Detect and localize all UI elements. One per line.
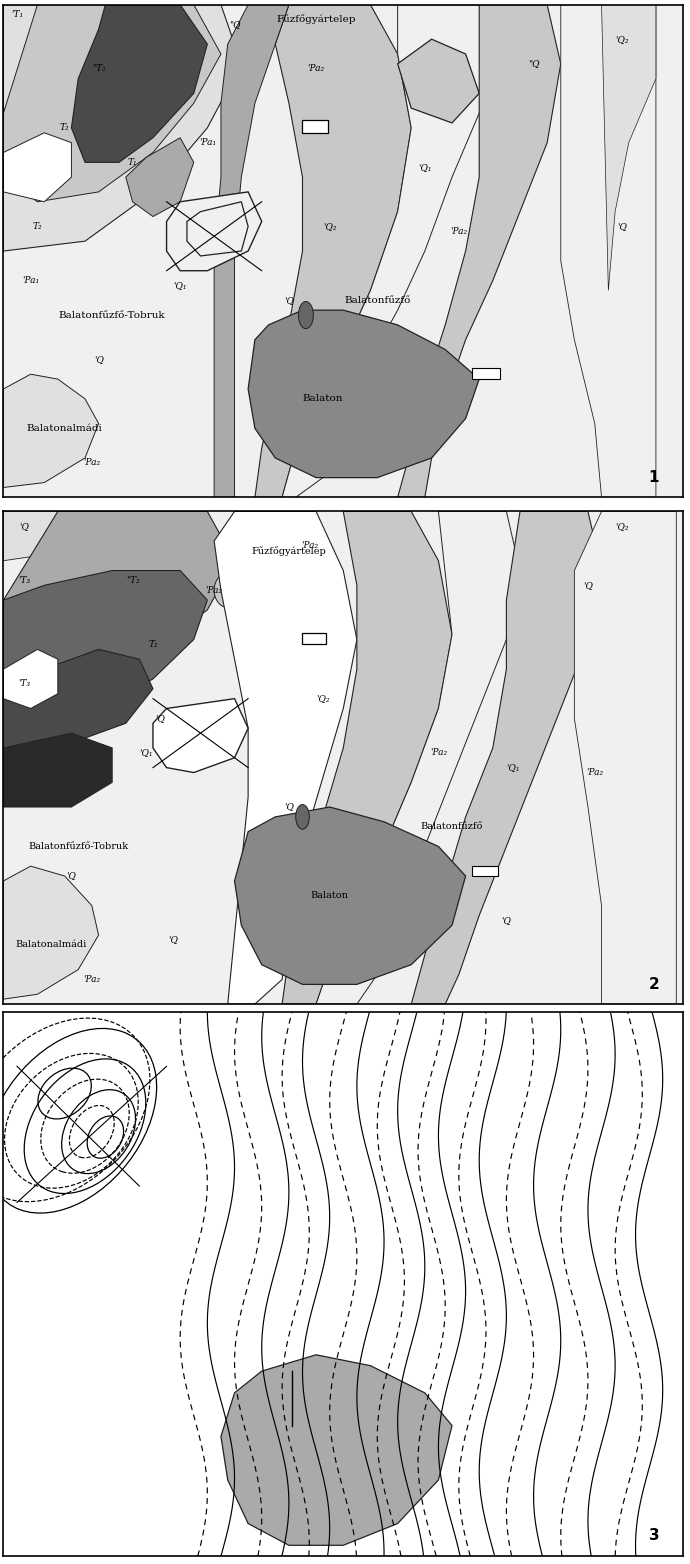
Text: 'Q₁: 'Q₁ [506,763,520,773]
Text: 'Q: 'Q [155,713,165,723]
Text: "Q: "Q [528,59,540,69]
Polygon shape [3,511,235,694]
Bar [302,632,326,644]
Text: 'Pa₁: 'Pa₁ [22,277,39,285]
Polygon shape [3,649,58,708]
Text: 'Pa₂: 'Pa₂ [301,541,318,551]
Text: Balatonalmádi: Balatonalmádi [27,424,103,433]
Text: Balatonfűzfő-Tobruk: Balatonfűzfő-Tobruk [28,841,128,851]
Bar [302,120,328,133]
Text: 'T₃: 'T₃ [18,576,30,585]
Text: T₁: T₁ [128,158,137,167]
Text: Balatonalmádi: Balatonalmádi [15,940,87,949]
Text: 'Pa₂: 'Pa₂ [451,227,467,236]
Text: 'Q: 'Q [66,871,77,881]
Polygon shape [3,649,153,748]
Text: 'Q: 'Q [168,935,178,945]
Text: 1: 1 [649,471,660,485]
Polygon shape [3,5,241,250]
Text: Balatonfűzfő-Tobruk: Balatonfűzfő-Tobruk [59,311,166,319]
Text: 'Q₂: 'Q₂ [615,522,629,530]
Text: 2: 2 [649,978,660,992]
Text: 'Q₁: 'Q₁ [173,282,187,289]
Polygon shape [3,374,99,488]
Text: "T₂: "T₂ [92,64,106,74]
Text: 'Pa₁: 'Pa₁ [199,138,216,147]
Text: 'Q: 'Q [94,355,104,364]
Text: 'Pa₂: 'Pa₂ [586,768,603,777]
Polygon shape [153,699,248,773]
Text: 'Q: 'Q [583,580,593,590]
Text: 'Pa₂: 'Pa₂ [83,458,100,468]
Polygon shape [282,511,452,1004]
Text: 'Q₂: 'Q₂ [316,694,330,704]
Text: Fűzfőgyártelep: Fűzfőgyártelep [276,14,356,25]
Polygon shape [316,511,520,1004]
Polygon shape [3,133,72,202]
Text: 'Q: 'Q [502,917,511,924]
Polygon shape [235,807,466,984]
Polygon shape [3,511,72,560]
Text: 3: 3 [649,1528,660,1542]
Polygon shape [187,202,248,256]
Polygon shape [411,511,602,1004]
Polygon shape [574,511,676,1004]
Polygon shape [397,39,479,124]
Polygon shape [221,1354,452,1545]
Text: 'Q: 'Q [617,222,627,231]
Text: T₂: T₂ [148,640,158,649]
Ellipse shape [214,572,242,607]
Text: 'Q₁: 'Q₁ [418,163,431,172]
Text: T₂: T₂ [32,222,42,231]
Polygon shape [166,192,262,271]
Text: 'Q: 'Q [284,802,294,812]
Text: "T₂: "T₂ [126,576,139,585]
Text: 'Pa₂: 'Pa₂ [206,586,223,594]
Text: 'Pa₂: 'Pa₂ [430,748,447,757]
Text: 'T₁: 'T₁ [11,9,23,19]
Polygon shape [255,5,411,497]
Text: Balaton: Balaton [310,891,348,901]
Text: 'Q₂: 'Q₂ [323,222,337,231]
Ellipse shape [296,804,309,829]
Text: Balatonfűzfő: Balatonfűzfő [344,296,411,305]
Polygon shape [126,138,194,216]
Text: Fűzfőgyártelep: Fűzfőgyártelep [252,546,326,555]
Polygon shape [3,571,207,718]
Polygon shape [214,5,289,497]
Text: 'Pa₂: 'Pa₂ [308,64,325,74]
Text: T₂: T₂ [60,124,70,133]
Text: 'T₃: 'T₃ [18,679,30,688]
Text: 'Q₁: 'Q₁ [139,748,153,757]
Text: 'Q₂: 'Q₂ [615,34,629,44]
FancyBboxPatch shape [473,368,500,378]
Polygon shape [72,5,207,163]
Text: "Q: "Q [229,20,240,28]
Polygon shape [397,5,561,497]
Text: Balaton: Balaton [303,394,343,404]
Polygon shape [3,734,112,807]
Polygon shape [248,310,479,477]
Polygon shape [561,5,656,497]
Polygon shape [3,866,99,999]
Text: 'Q: 'Q [284,296,294,305]
Polygon shape [282,5,493,497]
Ellipse shape [298,302,313,328]
FancyBboxPatch shape [473,866,498,876]
Text: 'Pa₂: 'Pa₂ [83,974,100,984]
Polygon shape [602,5,656,291]
Polygon shape [3,5,221,202]
Text: 'Q: 'Q [19,522,29,530]
Polygon shape [214,511,357,1004]
Text: Balatonfűzfő: Balatonfűzfő [421,823,483,830]
